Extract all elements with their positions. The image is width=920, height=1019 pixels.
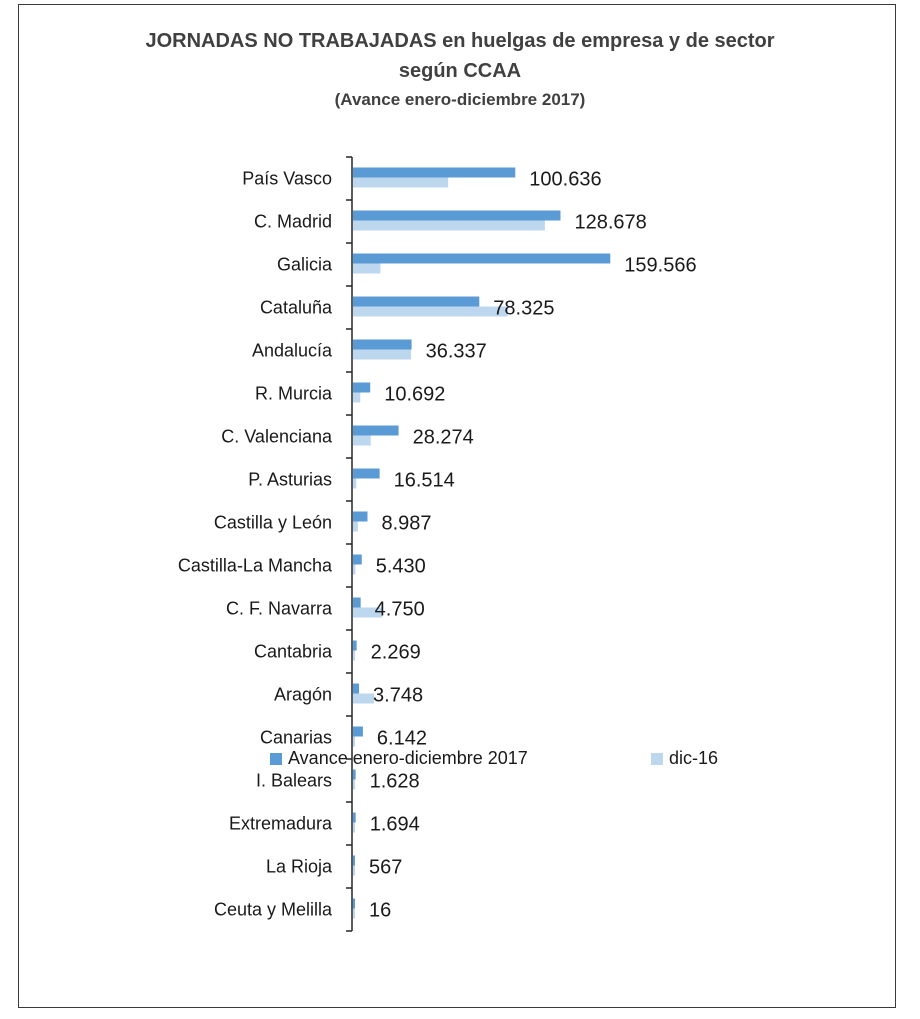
bar-2017 <box>353 210 561 221</box>
data-label: 8.987 <box>381 513 431 535</box>
bar-2017 <box>353 382 371 393</box>
data-label: 16 <box>369 900 391 922</box>
data-label: 567 <box>369 857 402 879</box>
category-label: Castilla y León <box>214 513 332 533</box>
bar-dic16 <box>353 306 508 317</box>
data-label: 16.514 <box>394 470 455 492</box>
bar-2017 <box>353 640 357 651</box>
bar-2017 <box>353 855 355 866</box>
bar-2017 <box>353 425 399 436</box>
data-label: 6.142 <box>377 728 427 750</box>
category-label: C. Madrid <box>254 212 332 232</box>
bar-2017 <box>353 468 380 479</box>
category-label: P. Asturias <box>248 470 332 490</box>
legend-item-2017: Avance enero-diciembre 2017 <box>270 748 528 769</box>
bar-2017 <box>353 769 356 780</box>
data-label: 4.750 <box>375 599 425 621</box>
bar-dic16 <box>353 177 449 188</box>
legend-swatch-dic16 <box>651 752 663 765</box>
data-label: 28.274 <box>413 427 474 449</box>
category-label: C. F. Navarra <box>226 599 333 619</box>
bar-dic16 <box>353 392 361 403</box>
category-label: La Rioja <box>266 857 333 877</box>
bar-dic16 <box>353 607 383 618</box>
data-label: 128.678 <box>574 212 646 234</box>
data-label: 100.636 <box>529 169 601 191</box>
chart-subtitle: (Avance enero-diciembre 2017) <box>334 90 586 109</box>
data-label: 36.337 <box>426 341 487 363</box>
data-label: 2.269 <box>371 642 421 664</box>
bar-dic16 <box>353 435 371 446</box>
category-label: Canarias <box>260 728 332 748</box>
data-label: 1.628 <box>370 771 420 793</box>
bar-2017 <box>353 253 611 264</box>
data-label: 1.694 <box>370 814 420 836</box>
bar-dic16 <box>353 349 412 360</box>
bar-2017 <box>353 683 360 694</box>
category-label: I. Balears <box>256 771 332 791</box>
data-label: 3.748 <box>373 685 423 707</box>
bar-2017 <box>353 726 363 737</box>
bar-dic16 <box>353 564 356 575</box>
bar-2017 <box>353 554 362 565</box>
category-label: Extremadura <box>229 814 333 834</box>
data-label: 10.692 <box>384 384 445 406</box>
category-label: País Vasco <box>242 169 332 189</box>
data-label: 5.430 <box>376 556 426 578</box>
bar-dic16 <box>353 779 355 790</box>
category-label: Aragón <box>274 685 332 705</box>
legend-label-2017: Avance enero-diciembre 2017 <box>288 748 528 768</box>
bar-dic16 <box>353 650 355 661</box>
category-label: Ceuta y Melilla <box>214 900 333 920</box>
bar-dic16 <box>353 263 381 274</box>
bar-2017 <box>353 167 516 178</box>
category-label: Andalucía <box>252 341 333 361</box>
bar-dic16 <box>353 478 357 489</box>
bar-2017 <box>353 339 412 350</box>
bar-2017 <box>353 812 356 823</box>
bar-2017 <box>353 296 480 307</box>
bar-2017 <box>353 597 361 608</box>
bar-dic16 <box>353 865 355 876</box>
data-label: 159.566 <box>624 255 696 277</box>
bar-dic16 <box>353 736 355 747</box>
chart-title-line2: según CCAA <box>398 60 522 82</box>
category-label: Cataluña <box>260 298 333 318</box>
category-label: R. Murcia <box>255 384 333 404</box>
bar-2017 <box>353 898 355 909</box>
bar-dic16 <box>353 822 355 833</box>
bar-2017 <box>353 511 368 522</box>
bar-dic16 <box>353 521 358 532</box>
bar-dic16 <box>353 693 374 704</box>
bar-dic16 <box>353 220 545 231</box>
category-label: Castilla-La Mancha <box>178 556 333 576</box>
chart-title: JORNADAS NO TRABAJADAS en huelgas de emp… <box>145 30 775 52</box>
legend-label-dic16: dic-16 <box>669 748 719 768</box>
category-label: Cantabria <box>254 642 333 662</box>
legend-swatch-2017 <box>270 752 282 765</box>
legend-item-dic16: dic-16 <box>651 748 718 769</box>
bar-dic16 <box>353 908 355 919</box>
category-label: C. Valenciana <box>221 427 333 447</box>
category-label: Galicia <box>277 255 333 275</box>
data-label: 78.325 <box>493 298 554 320</box>
legend: Avance enero-diciembre 2017 dic-16 <box>0 748 920 778</box>
